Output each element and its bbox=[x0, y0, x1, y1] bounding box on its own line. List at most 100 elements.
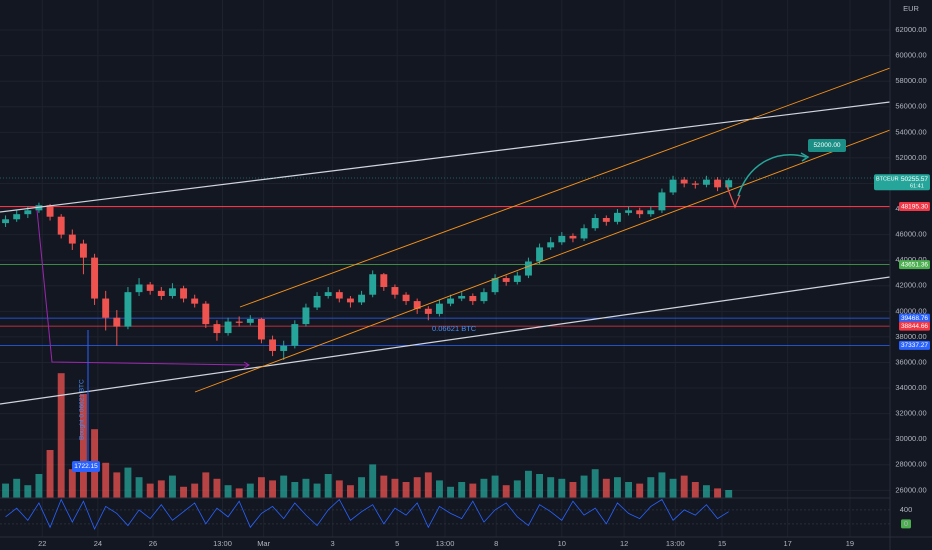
y-tick-label: 56000.00 bbox=[895, 102, 926, 111]
projection-down bbox=[725, 183, 741, 209]
volume-bar bbox=[102, 462, 110, 498]
position-size: 0.06621 BTC bbox=[432, 324, 477, 333]
candle-body bbox=[280, 345, 288, 351]
measure-arrow bbox=[36, 209, 249, 366]
candle-body bbox=[691, 183, 699, 185]
volume-bar bbox=[202, 472, 210, 498]
candle-body bbox=[602, 217, 610, 222]
candle-body bbox=[57, 216, 65, 235]
volume-bar bbox=[79, 394, 87, 498]
x-tick-label: 15 bbox=[718, 539, 726, 548]
volume-bar bbox=[257, 477, 265, 498]
price-axis bbox=[890, 0, 932, 550]
candle-body bbox=[235, 321, 243, 323]
volume-bar bbox=[613, 477, 621, 498]
candle-body bbox=[168, 288, 176, 296]
y-tick-label: 46000.00 bbox=[895, 230, 926, 239]
hline-layer bbox=[0, 205, 890, 346]
candle-body bbox=[613, 212, 621, 222]
candle-body bbox=[102, 298, 110, 318]
candle-body bbox=[524, 261, 532, 276]
volume-bar bbox=[402, 482, 410, 498]
candle-body bbox=[625, 210, 633, 213]
volume-bar bbox=[224, 485, 232, 498]
volume-bar bbox=[168, 475, 176, 498]
volume-bar bbox=[346, 485, 354, 498]
candle-body bbox=[491, 278, 499, 293]
candle-body bbox=[702, 179, 710, 185]
candle-body bbox=[346, 298, 354, 303]
candle-body bbox=[91, 257, 99, 299]
candle-body bbox=[146, 284, 154, 291]
candle-body bbox=[113, 317, 121, 327]
volume-bar bbox=[725, 490, 733, 498]
candle-body bbox=[224, 321, 232, 334]
volume-bar bbox=[191, 483, 199, 498]
candle-body bbox=[269, 339, 277, 351]
volume-bar bbox=[46, 450, 54, 498]
y-tick-label: 28000.00 bbox=[895, 460, 926, 469]
volume-bar bbox=[380, 475, 388, 498]
candle-body bbox=[213, 324, 221, 334]
candle-body bbox=[402, 294, 410, 302]
projection-up bbox=[737, 154, 807, 197]
candle-body bbox=[191, 298, 199, 304]
trend-line bbox=[0, 276, 891, 405]
candle-body bbox=[636, 210, 644, 215]
volume-bar bbox=[324, 474, 332, 498]
grid-layer bbox=[0, 0, 890, 537]
volume-bar bbox=[625, 482, 633, 498]
level-label-box bbox=[899, 321, 930, 331]
oscillator-layer bbox=[5, 498, 729, 531]
symbol-label: BTCEUR bbox=[876, 177, 899, 183]
channel-line bbox=[194, 129, 891, 393]
volume-bar bbox=[513, 480, 521, 498]
osc-tick-label: 0 bbox=[904, 519, 908, 528]
y-tick-label: 40000.00 bbox=[895, 306, 926, 315]
candle-body bbox=[124, 292, 132, 327]
y-tick-label: 38000.00 bbox=[895, 332, 926, 341]
candle-body bbox=[180, 288, 188, 299]
marker-box bbox=[72, 461, 100, 472]
volume-bar bbox=[391, 478, 399, 498]
volume-bar bbox=[180, 486, 188, 498]
candle-body bbox=[580, 228, 588, 239]
volume-bar bbox=[291, 482, 299, 498]
volume-bar bbox=[435, 480, 443, 498]
volume-bar bbox=[524, 470, 532, 498]
volume-bar bbox=[647, 477, 655, 498]
x-tick-label: 17 bbox=[783, 539, 791, 548]
y-tick-label: 60000.00 bbox=[895, 51, 926, 60]
volume-bar bbox=[57, 373, 65, 498]
candle-body bbox=[647, 210, 655, 215]
candle-body bbox=[369, 274, 377, 295]
level-label-box bbox=[899, 340, 930, 350]
volume-bar bbox=[536, 474, 544, 498]
drawings: 52000.00 0.06621 BTC Bought 0.06621 BTC … bbox=[0, 67, 891, 472]
volume-bar bbox=[313, 483, 321, 498]
volume-bar bbox=[246, 483, 254, 498]
volume-bar bbox=[491, 475, 499, 498]
volume-bar bbox=[13, 478, 21, 498]
volume-bar bbox=[480, 478, 488, 498]
y-tick-label: 54000.00 bbox=[895, 127, 926, 136]
volume-bar bbox=[358, 477, 366, 498]
level-label: 39468.76 bbox=[901, 315, 928, 322]
currency-label: EUR bbox=[903, 4, 919, 13]
candle-body bbox=[157, 290, 165, 296]
last-price-box bbox=[874, 174, 930, 191]
x-tick-label: 26 bbox=[149, 539, 157, 548]
candle-body bbox=[2, 219, 10, 224]
candle-body bbox=[658, 192, 666, 211]
volume-bar bbox=[2, 483, 10, 498]
candle-body bbox=[246, 319, 254, 323]
candle-body bbox=[358, 294, 366, 303]
candle-body bbox=[68, 234, 76, 244]
candle-body bbox=[714, 179, 722, 188]
y-tick-label: 36000.00 bbox=[895, 357, 926, 366]
candle-body bbox=[725, 180, 733, 188]
candle-body bbox=[380, 274, 388, 288]
y-tick-label: 58000.00 bbox=[895, 76, 926, 85]
